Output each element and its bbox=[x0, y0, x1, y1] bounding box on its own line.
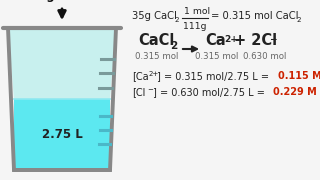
Text: 2+: 2+ bbox=[224, 35, 238, 44]
Text: 2+: 2+ bbox=[149, 71, 159, 77]
Text: CaCl: CaCl bbox=[138, 33, 174, 48]
Text: 35g CaCl: 35g CaCl bbox=[132, 11, 177, 21]
Text: + 2Cl: + 2Cl bbox=[234, 33, 277, 48]
Text: [Cl: [Cl bbox=[132, 87, 145, 97]
Text: = 0.315 mol CaCl: = 0.315 mol CaCl bbox=[211, 11, 299, 21]
Text: 0.115 M: 0.115 M bbox=[278, 71, 320, 81]
Text: Ca: Ca bbox=[205, 33, 226, 48]
Text: 0.229 M: 0.229 M bbox=[273, 87, 317, 97]
Text: 2: 2 bbox=[174, 17, 179, 23]
Text: 35g CaCl₂: 35g CaCl₂ bbox=[30, 0, 94, 2]
Text: 0.315 mol: 0.315 mol bbox=[135, 52, 178, 61]
Text: 1 mol: 1 mol bbox=[184, 7, 210, 16]
Polygon shape bbox=[8, 28, 116, 99]
Polygon shape bbox=[14, 99, 110, 170]
Text: −: − bbox=[269, 35, 276, 44]
Text: 2.75 L: 2.75 L bbox=[42, 128, 82, 141]
Text: ] = 0.630 mol/2.75 L =: ] = 0.630 mol/2.75 L = bbox=[153, 87, 268, 97]
Text: ] = 0.315 mol/2.75 L =: ] = 0.315 mol/2.75 L = bbox=[157, 71, 272, 81]
Text: [Ca: [Ca bbox=[132, 71, 148, 81]
Text: 2: 2 bbox=[170, 41, 177, 51]
Text: 111g: 111g bbox=[183, 22, 206, 31]
Text: 0.630 mol: 0.630 mol bbox=[243, 52, 286, 61]
Text: 2: 2 bbox=[296, 17, 300, 23]
Text: 0.315 mol: 0.315 mol bbox=[195, 52, 238, 61]
Text: −: − bbox=[147, 87, 153, 93]
